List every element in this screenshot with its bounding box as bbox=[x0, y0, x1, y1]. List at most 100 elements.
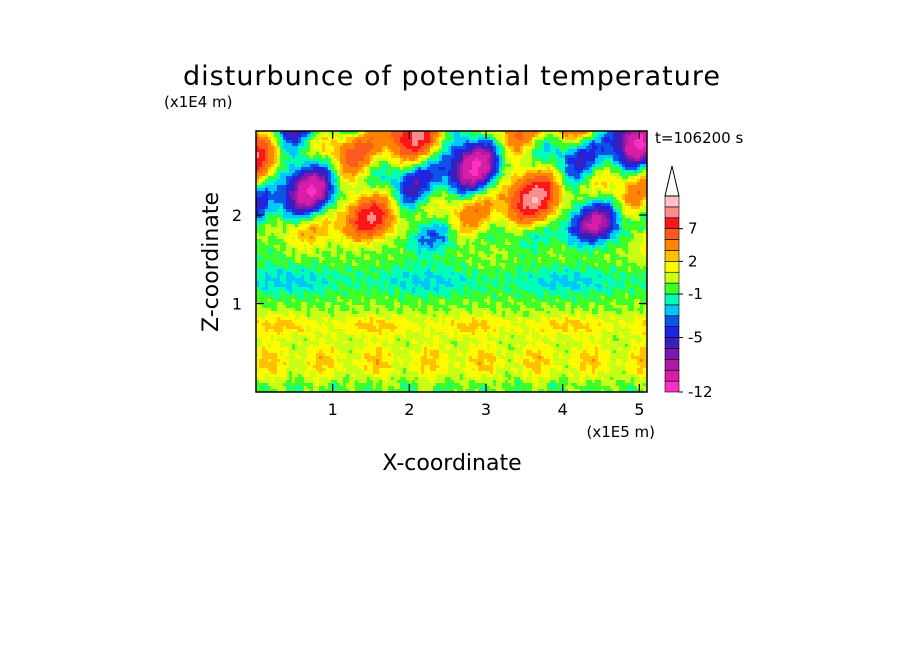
field-cell bbox=[325, 236, 328, 239]
field-cell bbox=[367, 212, 370, 215]
field-cell bbox=[619, 161, 622, 164]
field-cell bbox=[397, 242, 400, 245]
field-cell bbox=[391, 164, 394, 167]
field-cell bbox=[367, 134, 370, 137]
field-cell bbox=[520, 149, 523, 152]
field-cell bbox=[394, 200, 397, 203]
field-cell bbox=[400, 185, 403, 188]
field-cell bbox=[319, 161, 322, 164]
field-cell bbox=[589, 194, 592, 197]
field-cell bbox=[532, 167, 535, 170]
field-cell bbox=[346, 158, 349, 161]
field-cell bbox=[322, 209, 325, 212]
field-cell bbox=[361, 227, 364, 230]
field-cell bbox=[571, 197, 574, 200]
field-cell bbox=[628, 161, 631, 164]
field-cell bbox=[487, 233, 490, 236]
field-cell bbox=[451, 212, 454, 215]
field-cell bbox=[337, 215, 340, 218]
field-cell bbox=[280, 185, 283, 188]
field-cell bbox=[469, 197, 472, 200]
field-cell bbox=[592, 149, 595, 152]
field-cell bbox=[373, 233, 376, 236]
field-cell bbox=[370, 182, 373, 185]
field-cell bbox=[343, 242, 346, 245]
field-cell bbox=[466, 233, 469, 236]
field-cell bbox=[640, 164, 643, 167]
field-cell bbox=[493, 191, 496, 194]
field-cell bbox=[307, 134, 310, 137]
field-cell bbox=[508, 161, 511, 164]
field-cell bbox=[442, 218, 445, 221]
field-cell bbox=[607, 221, 610, 224]
field-cell bbox=[421, 200, 424, 203]
field-cell bbox=[523, 149, 526, 152]
field-cell bbox=[268, 200, 271, 203]
field-cell bbox=[349, 146, 352, 149]
field-cell bbox=[310, 182, 313, 185]
field-cell bbox=[628, 149, 631, 152]
field-cell bbox=[445, 173, 448, 176]
field-cell bbox=[472, 218, 475, 221]
field-cell bbox=[415, 200, 418, 203]
field-cell bbox=[592, 179, 595, 182]
field-cell bbox=[574, 206, 577, 209]
field-cell bbox=[634, 134, 637, 137]
field-cell bbox=[481, 215, 484, 218]
field-cell bbox=[442, 167, 445, 170]
field-cell bbox=[424, 179, 427, 182]
field-cell bbox=[445, 167, 448, 170]
field-cell bbox=[415, 155, 418, 158]
field-cell bbox=[424, 173, 427, 176]
field-cell bbox=[259, 194, 262, 197]
field-cell bbox=[286, 230, 289, 233]
field-cell bbox=[625, 206, 628, 209]
field-cell bbox=[331, 152, 334, 155]
field-cell bbox=[274, 242, 277, 245]
field-cell bbox=[313, 143, 316, 146]
field-cell bbox=[277, 200, 280, 203]
field-cell bbox=[586, 146, 589, 149]
field-cell bbox=[394, 182, 397, 185]
field-cell bbox=[280, 236, 283, 239]
field-cell bbox=[433, 185, 436, 188]
field-cell bbox=[256, 194, 259, 197]
field-cell bbox=[559, 227, 562, 230]
field-cell bbox=[466, 185, 469, 188]
field-cell bbox=[481, 185, 484, 188]
field-cell bbox=[523, 242, 526, 245]
field-cell bbox=[262, 140, 265, 143]
field-cell bbox=[313, 191, 316, 194]
field-cell bbox=[556, 215, 559, 218]
field-cell bbox=[418, 194, 421, 197]
field-cell bbox=[472, 185, 475, 188]
field-cell bbox=[406, 197, 409, 200]
field-cell bbox=[550, 170, 553, 173]
field-cell bbox=[514, 182, 517, 185]
field-cell bbox=[304, 194, 307, 197]
field-cell bbox=[631, 230, 634, 233]
field-cell bbox=[589, 143, 592, 146]
field-cell bbox=[391, 161, 394, 164]
field-cell bbox=[457, 173, 460, 176]
field-cell bbox=[496, 239, 499, 242]
field-cell bbox=[367, 209, 370, 212]
field-cell bbox=[439, 161, 442, 164]
field-cell bbox=[559, 215, 562, 218]
field-cell bbox=[337, 167, 340, 170]
field-cell bbox=[505, 185, 508, 188]
field-cell bbox=[283, 146, 286, 149]
field-cell bbox=[583, 152, 586, 155]
field-cell bbox=[379, 188, 382, 191]
field-cell bbox=[499, 188, 502, 191]
field-cell bbox=[427, 158, 430, 161]
field-cell bbox=[397, 143, 400, 146]
field-cell bbox=[295, 194, 298, 197]
field-cell bbox=[433, 131, 436, 134]
field-cell bbox=[508, 188, 511, 191]
field-cell bbox=[475, 194, 478, 197]
field-cell bbox=[637, 212, 640, 215]
field-cell bbox=[568, 149, 571, 152]
field-cell bbox=[568, 194, 571, 197]
field-cell bbox=[427, 167, 430, 170]
